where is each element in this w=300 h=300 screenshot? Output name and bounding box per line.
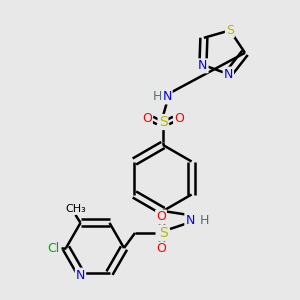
Text: O: O [156,211,166,224]
Text: Cl: Cl [47,242,59,254]
Text: O: O [142,112,152,125]
Text: N: N [198,59,208,72]
Text: N: N [162,91,172,103]
Text: O: O [174,112,184,125]
Text: S: S [226,24,234,37]
Text: N: N [224,68,233,81]
Text: H: H [199,214,209,226]
Text: S: S [159,115,167,129]
Text: H: H [152,91,162,103]
Text: O: O [156,242,166,256]
Text: S: S [159,226,167,240]
Text: CH₃: CH₃ [65,204,86,214]
Text: N: N [76,268,85,282]
Text: N: N [185,214,195,226]
